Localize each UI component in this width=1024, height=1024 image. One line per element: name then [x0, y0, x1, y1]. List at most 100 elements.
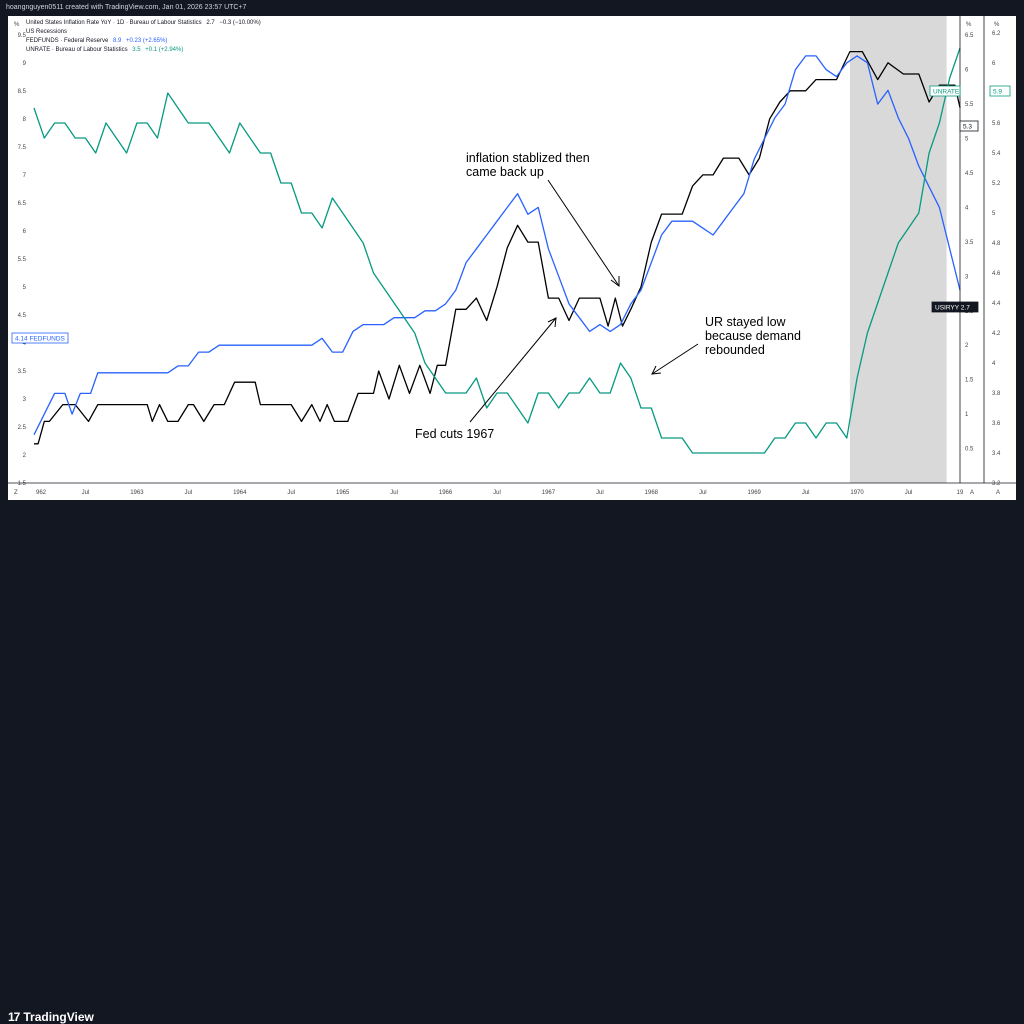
tick-left: 7.5 — [18, 145, 27, 151]
series-layer — [33, 47, 961, 454]
tick-mid: 1.5 — [965, 378, 974, 384]
tick-right: 5.6 — [992, 121, 1001, 127]
annotation-fed-arrow — [469, 317, 557, 423]
tag-inflation-right: 5.3 — [959, 120, 979, 132]
tick-x: Jul — [596, 490, 604, 496]
series-line-inflation — [34, 50, 961, 445]
legend-entry-recessions: US Recessions — [26, 29, 67, 35]
tick-left: 9.5 — [18, 33, 27, 39]
legend-entry-inflation: United States Inflation Rate YoY · 1D · … — [26, 20, 261, 26]
tag-fedfunds: 4.14 FEDFUNDS — [11, 332, 69, 344]
tradingview-logo-icon: 17 — [8, 1010, 20, 1024]
annotation-inflation-arrowhead — [610, 276, 620, 287]
tick-left: 8 — [23, 117, 27, 123]
tick-x: 1966 — [439, 490, 453, 496]
axis-tags-layer: 4.14 FEDFUNDS USIRYY 2.7 UNRATE 5.9 5.3 — [11, 85, 1011, 344]
tick-x: Jul — [905, 490, 913, 496]
tick-left: 7 — [23, 173, 27, 179]
tick-mid: 3 — [965, 274, 969, 280]
tick-right: 4.2 — [992, 331, 1001, 337]
tick-right: 6.2 — [992, 31, 1001, 37]
tag-unrate-name: UNRATE — [929, 85, 961, 97]
tick-left: 1.5 — [18, 481, 27, 487]
tick-right: 4.4 — [992, 301, 1001, 307]
annotation-ur-line3: rebounded — [705, 343, 765, 357]
tick-x: Jul — [184, 490, 192, 496]
tick-mid: 4.5 — [965, 171, 974, 177]
tick-mid: 3.5 — [965, 240, 974, 246]
series-line-unrate — [33, 47, 961, 454]
tick-left: 9 — [23, 61, 27, 67]
tick-x: 1968 — [645, 490, 659, 496]
tick-right: 3.4 — [992, 451, 1001, 457]
tick-left: 2 — [23, 453, 27, 459]
annotation-inflation-line2: came back up — [466, 165, 544, 179]
scale-label-left: % — [14, 22, 20, 28]
svg-text:4.14 FEDFUNDS: 4.14 FEDFUNDS — [15, 336, 66, 343]
annotation-inflation-line1: inflation stablized then — [466, 151, 590, 165]
tradingview-logo[interactable]: 17 TradingView — [8, 1010, 94, 1024]
tag-inflation: USIRYY 2.7 — [931, 301, 979, 313]
legend: United States Inflation Rate YoY · 1D · … — [26, 20, 261, 53]
tick-left: 6 — [23, 229, 27, 235]
tick-right: 5.2 — [992, 181, 1001, 187]
tick-left: 4 — [23, 341, 27, 347]
annotation-ur-arrowhead — [651, 365, 662, 375]
legend-entry-unrate: UNRATE · Bureau of Labour Statistics 3.5… — [26, 47, 183, 53]
legend-entry-fedfunds: FEDFUNDS · Federal Reserve 8.9 +0.23 (+2… — [26, 38, 167, 44]
tick-left: 3.5 — [18, 369, 27, 375]
tick-right: 4.8 — [992, 241, 1001, 247]
annotations: inflation stablized then came back up UR… — [415, 151, 801, 441]
tick-left: 2.5 — [18, 425, 27, 431]
tick-mid: 6 — [965, 68, 969, 74]
tick-x: Jul — [493, 490, 501, 496]
tick-x: 1965 — [336, 490, 350, 496]
tick-x: Jul — [802, 490, 810, 496]
tick-x: 1964 — [233, 490, 247, 496]
annotation-ur-line2: because demand — [705, 329, 801, 343]
tag-unrate-value: 5.9 — [989, 85, 1011, 97]
annotation-fed-cuts: Fed cuts 1967 — [415, 427, 494, 441]
tick-x: 1970 — [850, 490, 864, 496]
attribution-bar: hoangnguyen0511 created with TradingView… — [0, 0, 1024, 16]
corner-label-left: Z — [14, 490, 18, 496]
annotation-ur-line1: UR stayed low — [705, 315, 787, 329]
tick-x: 19 — [957, 490, 964, 496]
tick-x: 1969 — [748, 490, 762, 496]
tick-mid: 2 — [965, 343, 969, 349]
tick-x: Jul — [699, 490, 707, 496]
tick-mid: 1 — [965, 412, 969, 418]
tick-x: Jul — [390, 490, 398, 496]
chart-svg: 1.5 2 2.5 3 3.5 4 4.5 5 5.5 6 6.5 7 7.5 8 8.5 9 9.5 0.5 1 1… — [8, 16, 1016, 496]
tick-left: 4.5 — [18, 313, 27, 319]
tick-mid: 5.5 — [965, 102, 974, 108]
attribution-text: hoangnguyen0511 created with TradingView… — [6, 4, 247, 11]
annotation-ur-arrow — [651, 343, 699, 375]
svg-text:5.9: 5.9 — [993, 89, 1002, 96]
tick-right: 4 — [992, 361, 996, 367]
scale-label-mid: % — [966, 22, 972, 28]
scale-label-right: % — [994, 22, 1000, 28]
svg-text:UNRATE: UNRATE — [933, 89, 960, 96]
tick-right: 5 — [992, 211, 996, 217]
tick-x: 962 — [36, 490, 47, 496]
tick-mid: 5 — [965, 137, 969, 143]
tick-x: 1967 — [542, 490, 556, 496]
corner-label-right: A — [996, 490, 1000, 496]
tick-x: 1963 — [130, 490, 144, 496]
tradingview-logo-text: TradingView — [23, 1010, 94, 1024]
tick-x: Jul — [287, 490, 295, 496]
corner-label-mid: A — [970, 490, 974, 496]
tick-left: 6.5 — [18, 201, 27, 207]
tick-x: Jul — [82, 490, 90, 496]
tick-right: 5.4 — [992, 151, 1001, 157]
series-line-fedfunds — [33, 55, 961, 436]
tick-right: 3.2 — [992, 481, 1001, 487]
axes-layer: 1.5 2 2.5 3 3.5 4 4.5 5 5.5 6 6.5 7 7.5 8 8.5 9 9.5 0.5 1 1… — [8, 16, 1016, 496]
tick-left: 8.5 — [18, 89, 27, 95]
tick-left: 3 — [23, 397, 27, 403]
tick-mid: 4 — [965, 205, 969, 211]
tick-right: 3.8 — [992, 391, 1001, 397]
tick-left: 5.5 — [18, 257, 27, 263]
tick-right: 4.6 — [992, 271, 1001, 277]
